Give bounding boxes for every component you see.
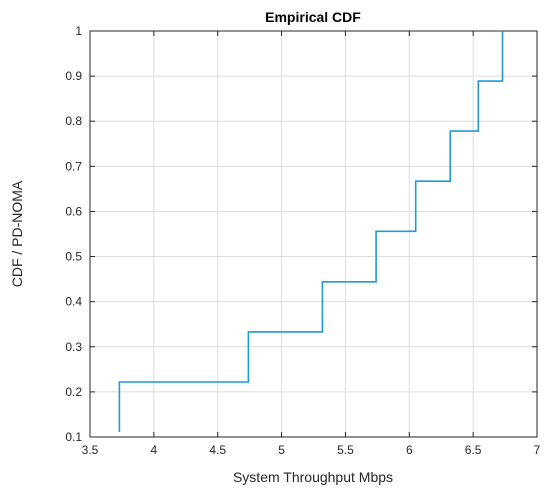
x-tick-label: 6.5: [465, 443, 482, 457]
x-tick-label: 7: [534, 443, 541, 457]
y-tick-label: 0.7: [65, 159, 82, 173]
chart-title: Empirical CDF: [265, 9, 361, 25]
cdf-step-line: [118, 31, 504, 432]
x-axis-label: System Throughput Mbps: [233, 469, 393, 485]
y-tick-label: 0.2: [65, 385, 82, 399]
y-tick-label: 1: [75, 24, 82, 38]
x-tick-label: 4: [151, 443, 158, 457]
y-tick-label: 0.6: [65, 204, 82, 218]
x-tick-label: 5: [278, 443, 285, 457]
grid: [89, 30, 538, 438]
y-tick-label: 0.3: [65, 340, 82, 354]
plot-frame: [89, 30, 538, 438]
series-layer: [118, 31, 504, 432]
x-tick-label: 5.5: [337, 443, 354, 457]
x-tick-label: 6: [406, 443, 413, 457]
y-tick-label: 0.9: [65, 69, 82, 83]
y-axis-label: CDF / PD-NOMA: [9, 180, 25, 287]
y-tick-label: 0.8: [65, 114, 82, 128]
axis-ticks: 3.5 4 4.5 5 5.5 6 6.5 7 0.1 0.2 0.3 0.4 0.5 0.6 0.7 0.8…: [65, 24, 540, 457]
y-tick-label: 0.4: [65, 295, 82, 309]
x-tick-label: 3.5: [82, 443, 99, 457]
x-tick-label: 4.5: [209, 443, 226, 457]
y-tick-label: 0.1: [65, 430, 82, 444]
y-tick-label: 0.5: [65, 250, 82, 264]
